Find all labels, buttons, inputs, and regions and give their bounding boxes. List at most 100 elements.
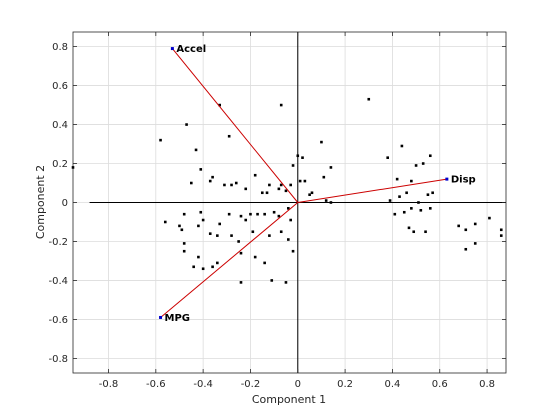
data-point	[499, 234, 503, 237]
data-point	[201, 267, 205, 271]
data-point	[320, 140, 323, 144]
x-tick-label: 0.8	[479, 379, 495, 390]
data-point	[284, 189, 288, 193]
observation-points	[71, 97, 503, 284]
data-point	[424, 230, 427, 234]
x-tick-label: -0.4	[193, 379, 213, 390]
data-point	[329, 166, 333, 169]
y-tick-label: -0.6	[48, 315, 68, 326]
data-point	[289, 218, 292, 222]
data-point	[398, 195, 401, 198]
data-point	[263, 212, 266, 216]
data-point	[291, 249, 295, 253]
y-tick-label: -0.4	[48, 276, 68, 287]
data-point	[464, 228, 468, 232]
data-point	[303, 179, 307, 183]
data-point	[386, 156, 389, 159]
data-point	[263, 261, 266, 265]
data-point	[223, 183, 226, 187]
vector-endpoint-mpg	[159, 315, 163, 319]
y-tick-label: -0.2	[48, 237, 68, 248]
data-point	[410, 207, 413, 210]
data-point	[407, 226, 411, 230]
data-point	[253, 255, 257, 259]
data-point	[201, 218, 205, 222]
data-point	[71, 166, 75, 169]
data-point	[421, 162, 425, 165]
data-point	[279, 183, 283, 187]
data-point	[287, 207, 290, 210]
data-point	[426, 193, 430, 197]
data-point	[163, 220, 167, 224]
data-point	[182, 249, 186, 253]
data-point	[249, 212, 252, 216]
data-point	[182, 212, 186, 216]
data-point	[182, 242, 186, 245]
data-point	[298, 179, 302, 183]
data-point	[268, 183, 271, 187]
data-point	[291, 164, 295, 167]
data-point	[473, 222, 477, 226]
data-point	[208, 179, 212, 183]
data-point	[237, 240, 240, 243]
data-point	[253, 173, 257, 177]
x-tick-label: -0.2	[241, 379, 261, 390]
y-tick-label: 0.6	[52, 81, 68, 92]
data-point	[251, 230, 255, 234]
ticks: -0.8 -0.6 -0.4 -0.2 0 0.2 0.4 0.6 0.8 -0.8 -0.6 -0.…	[48, 32, 506, 390]
data-point	[227, 134, 231, 138]
data-point	[279, 103, 283, 107]
data-point	[178, 224, 181, 228]
data-point	[473, 242, 477, 245]
y-axis-label: Component 2	[34, 165, 47, 239]
data-point	[395, 177, 399, 181]
data-point	[277, 214, 281, 218]
x-tick-label: 0.2	[337, 379, 353, 390]
data-point	[310, 191, 314, 195]
data-point	[239, 251, 243, 255]
data-point	[329, 201, 333, 204]
data-point	[277, 187, 281, 191]
data-point	[419, 208, 423, 212]
vector-endpoint-accel	[170, 47, 174, 51]
data-point	[260, 191, 264, 195]
y-tick-label: -0.8	[48, 354, 68, 365]
data-point	[287, 238, 290, 241]
data-point	[230, 234, 233, 237]
data-point	[289, 183, 292, 187]
data-point	[322, 175, 326, 179]
data-point	[185, 123, 188, 126]
y-tick-label: 0.4	[52, 120, 68, 131]
data-point	[218, 103, 221, 107]
x-tick-label: 0.6	[432, 379, 448, 390]
data-point	[279, 230, 283, 234]
data-point	[400, 144, 404, 148]
data-point	[464, 247, 468, 251]
data-point	[428, 207, 432, 210]
data-point	[272, 210, 276, 214]
x-tick-label: 0.4	[384, 379, 400, 390]
data-point	[180, 228, 184, 232]
data-point	[414, 164, 418, 167]
x-tick-label: 0	[295, 379, 301, 390]
data-point	[218, 222, 221, 226]
data-point	[159, 138, 162, 142]
vector-line-disp	[297, 178, 447, 203]
data-point	[211, 175, 214, 179]
data-point	[216, 234, 219, 237]
data-point	[393, 212, 397, 216]
vector-label-accel: Accel	[176, 44, 206, 55]
x-tick-label: -0.8	[99, 379, 119, 390]
data-point	[199, 168, 203, 171]
data-point	[197, 255, 200, 259]
data-point	[431, 191, 434, 195]
data-point	[244, 187, 248, 191]
data-point	[230, 183, 233, 187]
data-point	[211, 265, 214, 269]
y-tick-label: 0.2	[52, 159, 68, 170]
data-point	[197, 224, 200, 228]
data-point	[270, 279, 274, 282]
vector-label-mpg: MPG	[165, 313, 191, 324]
